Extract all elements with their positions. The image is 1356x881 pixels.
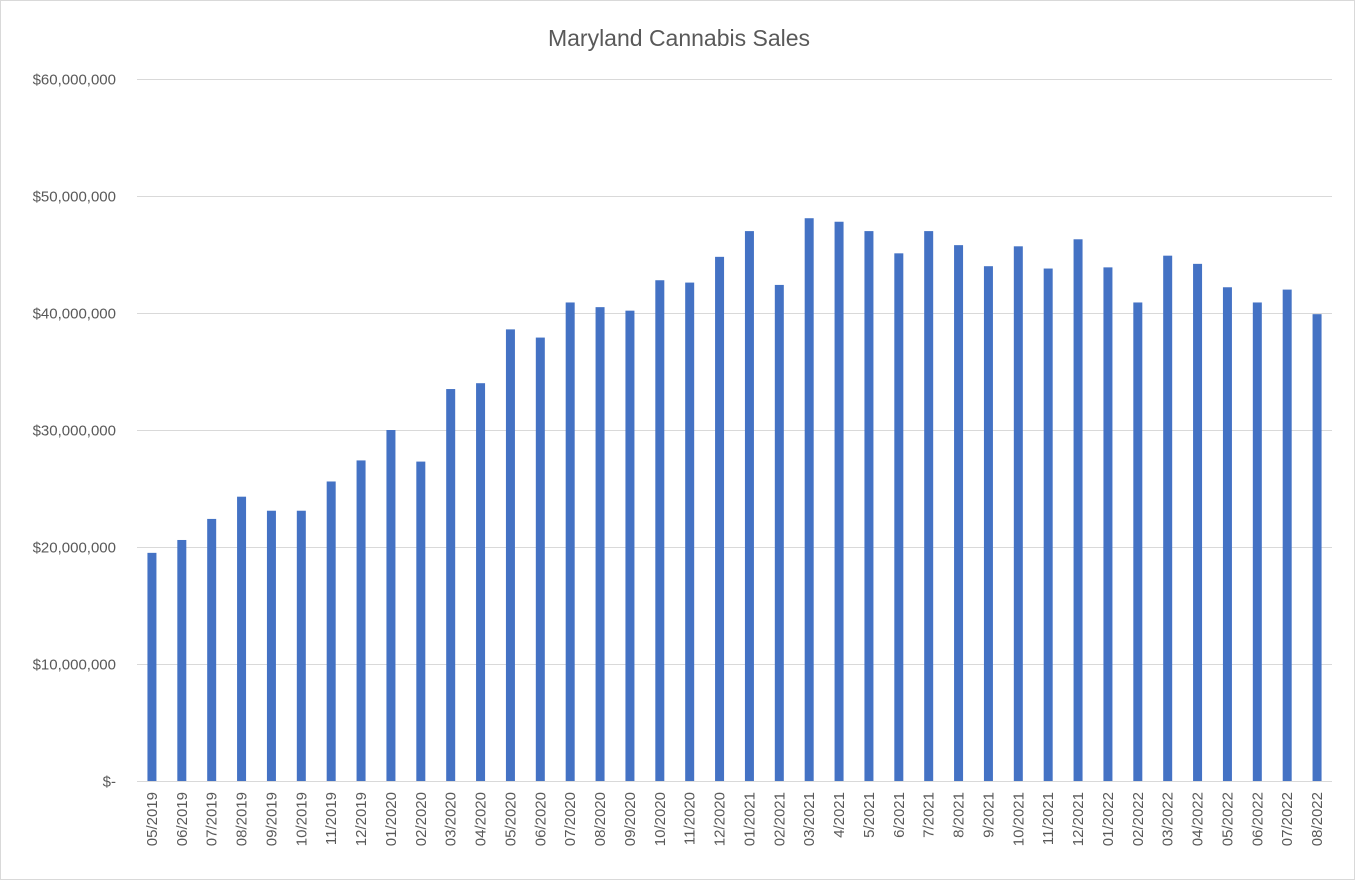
x-tick-label: 01/2020 (383, 792, 400, 846)
x-tick-label: 05/2022 (1219, 792, 1236, 846)
x-tick-label: 11/2020 (682, 792, 699, 845)
x-tick-label: 07/2019 (204, 792, 221, 846)
bar-09/2020 (625, 310, 635, 781)
y-tick-label: $40,000,000 (33, 306, 116, 323)
x-tick-label: 02/2020 (413, 792, 430, 846)
y-tick-label: $30,000,000 (33, 423, 116, 440)
bars (147, 218, 1322, 782)
bar-03/2020 (446, 389, 456, 781)
x-tick-label: 11/2021 (1040, 792, 1057, 845)
y-tick-label: $10,000,000 (33, 657, 116, 674)
x-tick-label: 02/2022 (1130, 792, 1147, 846)
bar-01/2020 (386, 430, 396, 781)
bar-8/2021 (954, 245, 964, 781)
x-tick-label: 07/2022 (1279, 792, 1296, 846)
x-tick-label: 12/2019 (353, 792, 370, 846)
x-tick-label: 08/2022 (1309, 792, 1326, 846)
bar-12/2021 (1073, 239, 1083, 782)
y-tick-label: $20,000,000 (33, 540, 116, 557)
bar-02/2022 (1133, 302, 1143, 781)
bar-03/2022 (1163, 255, 1173, 782)
x-tick-label: 08/2020 (592, 792, 609, 846)
x-tick-label: 4/2021 (831, 792, 848, 838)
bar-5/2021 (864, 231, 874, 782)
x-tick-label: 09/2020 (622, 792, 639, 846)
x-tick-label: 02/2021 (771, 792, 788, 846)
x-tick-label: 8/2021 (951, 792, 968, 838)
x-tick-label: 6/2021 (891, 792, 908, 838)
bar-10/2021 (1013, 246, 1023, 781)
bar-06/2019 (177, 539, 187, 781)
bar-02/2020 (416, 461, 426, 781)
x-tick-label: 05/2020 (502, 792, 519, 846)
bar-07/2019 (207, 518, 217, 781)
x-tick-label: 04/2020 (473, 792, 490, 846)
y-tick-label: $60,000,000 (33, 72, 116, 89)
y-tick-label: $- (103, 774, 116, 791)
x-tick-label: 05/2019 (144, 792, 161, 846)
bar-05/2022 (1222, 287, 1232, 781)
bar-07/2020 (565, 302, 575, 781)
x-tick-label: 06/2019 (174, 792, 191, 846)
bar-12/2020 (715, 256, 725, 782)
bar-06/2020 (535, 337, 545, 781)
x-tick-label: 11/2019 (323, 792, 340, 845)
chart-title: Maryland Cannabis Sales (548, 25, 810, 51)
bar-9/2021 (983, 266, 993, 781)
x-tick-label: 04/2022 (1190, 792, 1207, 846)
bar-01/2021 (744, 231, 754, 782)
x-tick-label: 03/2021 (801, 792, 818, 846)
x-tick-label: 10/2020 (652, 792, 669, 846)
y-axis: $- $10,000,000 $20,000,000 $30,000,000 $40,0… (33, 72, 116, 791)
bar-07/2022 (1282, 289, 1292, 781)
x-tick-label: 07/2020 (562, 792, 579, 846)
x-tick-label: 01/2022 (1100, 792, 1117, 846)
bar-11/2020 (685, 282, 695, 781)
bar-09/2019 (266, 510, 276, 781)
bar-11/2019 (326, 481, 336, 781)
bar-11/2021 (1043, 268, 1053, 781)
x-tick-label: 7/2021 (921, 792, 938, 838)
bar-04/2020 (476, 383, 486, 781)
bar-12/2019 (356, 460, 366, 781)
x-tick-label: 03/2022 (1160, 792, 1177, 846)
bar-05/2020 (505, 329, 515, 781)
bar-08/2019 (237, 496, 247, 781)
bar-01/2022 (1103, 267, 1113, 781)
x-tick-label: 03/2020 (443, 792, 460, 846)
bar-10/2020 (655, 280, 665, 781)
x-tick-label: 06/2020 (532, 792, 549, 846)
x-tick-label: 08/2019 (234, 792, 251, 846)
gridlines (137, 79, 1332, 782)
x-tick-label: 06/2022 (1249, 792, 1266, 846)
bar-03/2021 (804, 218, 814, 782)
bar-10/2019 (296, 510, 306, 781)
x-tick-label: 01/2021 (741, 792, 758, 846)
bar-02/2021 (774, 284, 784, 781)
bar-08/2020 (595, 307, 605, 781)
bar-06/2022 (1252, 302, 1262, 781)
bar-7/2021 (924, 231, 934, 782)
bar-6/2021 (894, 253, 904, 781)
y-tick-label: $50,000,000 (33, 189, 116, 206)
x-tick-label: 12/2021 (1070, 792, 1087, 846)
x-tick-label: 09/2019 (263, 792, 280, 846)
bar-05/2019 (147, 552, 157, 781)
x-tick-label: 9/2021 (980, 792, 997, 838)
bar-4/2021 (834, 221, 844, 782)
x-tick-label: 12/2020 (712, 792, 729, 846)
bar-04/2022 (1193, 263, 1203, 781)
x-tick-label: 5/2021 (861, 792, 878, 838)
x-tick-label: 10/2021 (1010, 792, 1027, 846)
x-tick-label: 10/2019 (293, 792, 310, 846)
x-axis: 05/2019 06/2019 07/2019 08/2019 09/2019 10/20… (144, 792, 1326, 846)
bar-08/2022 (1312, 314, 1322, 781)
